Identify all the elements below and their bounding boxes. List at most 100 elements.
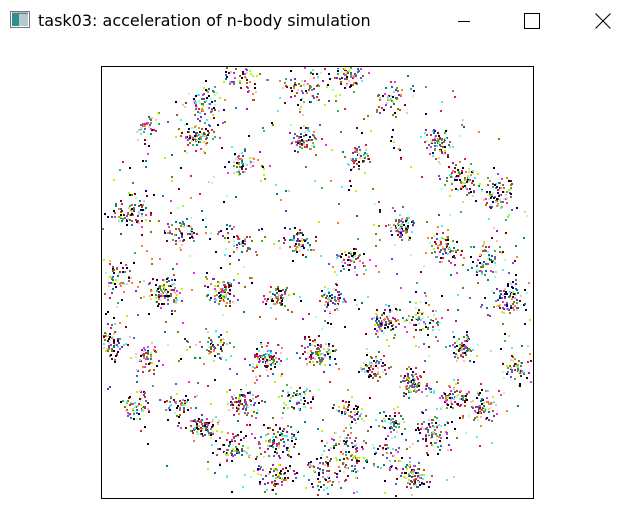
particle	[350, 253, 352, 255]
particle	[326, 86, 328, 88]
particle	[412, 383, 414, 385]
particle	[446, 180, 448, 182]
particle	[207, 430, 209, 432]
maximize-button[interactable]	[509, 0, 555, 42]
particle	[459, 345, 461, 347]
particle	[175, 136, 177, 138]
particle	[318, 389, 320, 391]
particle	[448, 260, 450, 262]
particle	[110, 344, 112, 346]
particle	[386, 339, 388, 341]
title-bar[interactable]: task03: acceleration of n-body simulatio…	[0, 0, 637, 42]
particle	[313, 131, 315, 133]
particle	[390, 106, 392, 108]
particle	[492, 192, 494, 194]
particle	[144, 407, 146, 409]
particle	[493, 167, 495, 169]
particle	[384, 364, 386, 366]
particle	[266, 489, 268, 491]
particle	[502, 184, 504, 186]
particle	[289, 132, 291, 134]
particle	[120, 233, 122, 235]
particle	[196, 395, 198, 397]
particle	[281, 435, 283, 437]
particle	[280, 297, 282, 299]
particle	[415, 373, 417, 375]
particle	[243, 437, 245, 439]
particle	[171, 233, 173, 235]
particle	[107, 335, 109, 337]
particle	[349, 437, 351, 439]
particle	[507, 283, 509, 285]
particle	[265, 440, 267, 442]
particle	[358, 308, 360, 310]
particle	[279, 80, 281, 82]
particle	[312, 73, 314, 75]
particle	[345, 441, 347, 443]
particle	[486, 307, 488, 309]
particle	[370, 130, 372, 132]
particle	[303, 125, 305, 127]
particle	[385, 324, 387, 326]
particle	[158, 123, 160, 125]
particle	[261, 240, 263, 242]
particle	[315, 240, 317, 242]
particle	[336, 284, 338, 286]
particle	[174, 292, 176, 294]
particle	[333, 404, 335, 406]
particle	[402, 206, 404, 208]
particle	[188, 225, 190, 227]
particle	[283, 441, 285, 443]
particle	[298, 137, 300, 139]
particle	[476, 397, 478, 399]
particle	[327, 84, 329, 86]
particle	[336, 77, 338, 79]
particle	[417, 427, 419, 429]
particle	[394, 244, 396, 246]
particle-field	[102, 67, 532, 497]
particle	[229, 305, 231, 307]
particle	[470, 163, 472, 165]
particle	[253, 470, 255, 472]
particle	[489, 191, 491, 193]
particle	[301, 139, 303, 141]
particle	[199, 131, 201, 133]
particle	[425, 295, 427, 297]
particle	[439, 449, 441, 451]
particle	[337, 297, 339, 299]
particle	[439, 322, 441, 324]
particle	[326, 295, 328, 297]
particle	[466, 393, 468, 395]
particle	[193, 100, 195, 102]
particle	[172, 268, 174, 270]
particle	[320, 255, 322, 257]
particle	[196, 431, 198, 433]
particle	[418, 462, 420, 464]
close-button[interactable]	[580, 0, 626, 42]
particle	[398, 423, 400, 425]
particle	[390, 320, 392, 322]
particle	[217, 423, 219, 425]
particle	[425, 388, 427, 390]
particle	[184, 338, 186, 340]
particle	[426, 140, 428, 142]
particle	[314, 339, 316, 341]
particle	[488, 218, 490, 220]
particle	[214, 472, 216, 474]
particle	[183, 409, 185, 411]
particle	[242, 245, 244, 247]
particle	[470, 350, 472, 352]
particle	[456, 272, 458, 274]
simulation-canvas[interactable]	[101, 66, 534, 499]
particle	[233, 161, 235, 163]
particle	[520, 375, 522, 377]
particle	[472, 349, 474, 351]
minimize-button[interactable]	[441, 0, 487, 42]
particle	[233, 436, 235, 438]
particle	[327, 353, 329, 355]
particle	[382, 426, 384, 428]
particle	[144, 209, 146, 211]
particle	[358, 168, 360, 170]
particle	[455, 383, 457, 385]
particle	[189, 135, 191, 137]
